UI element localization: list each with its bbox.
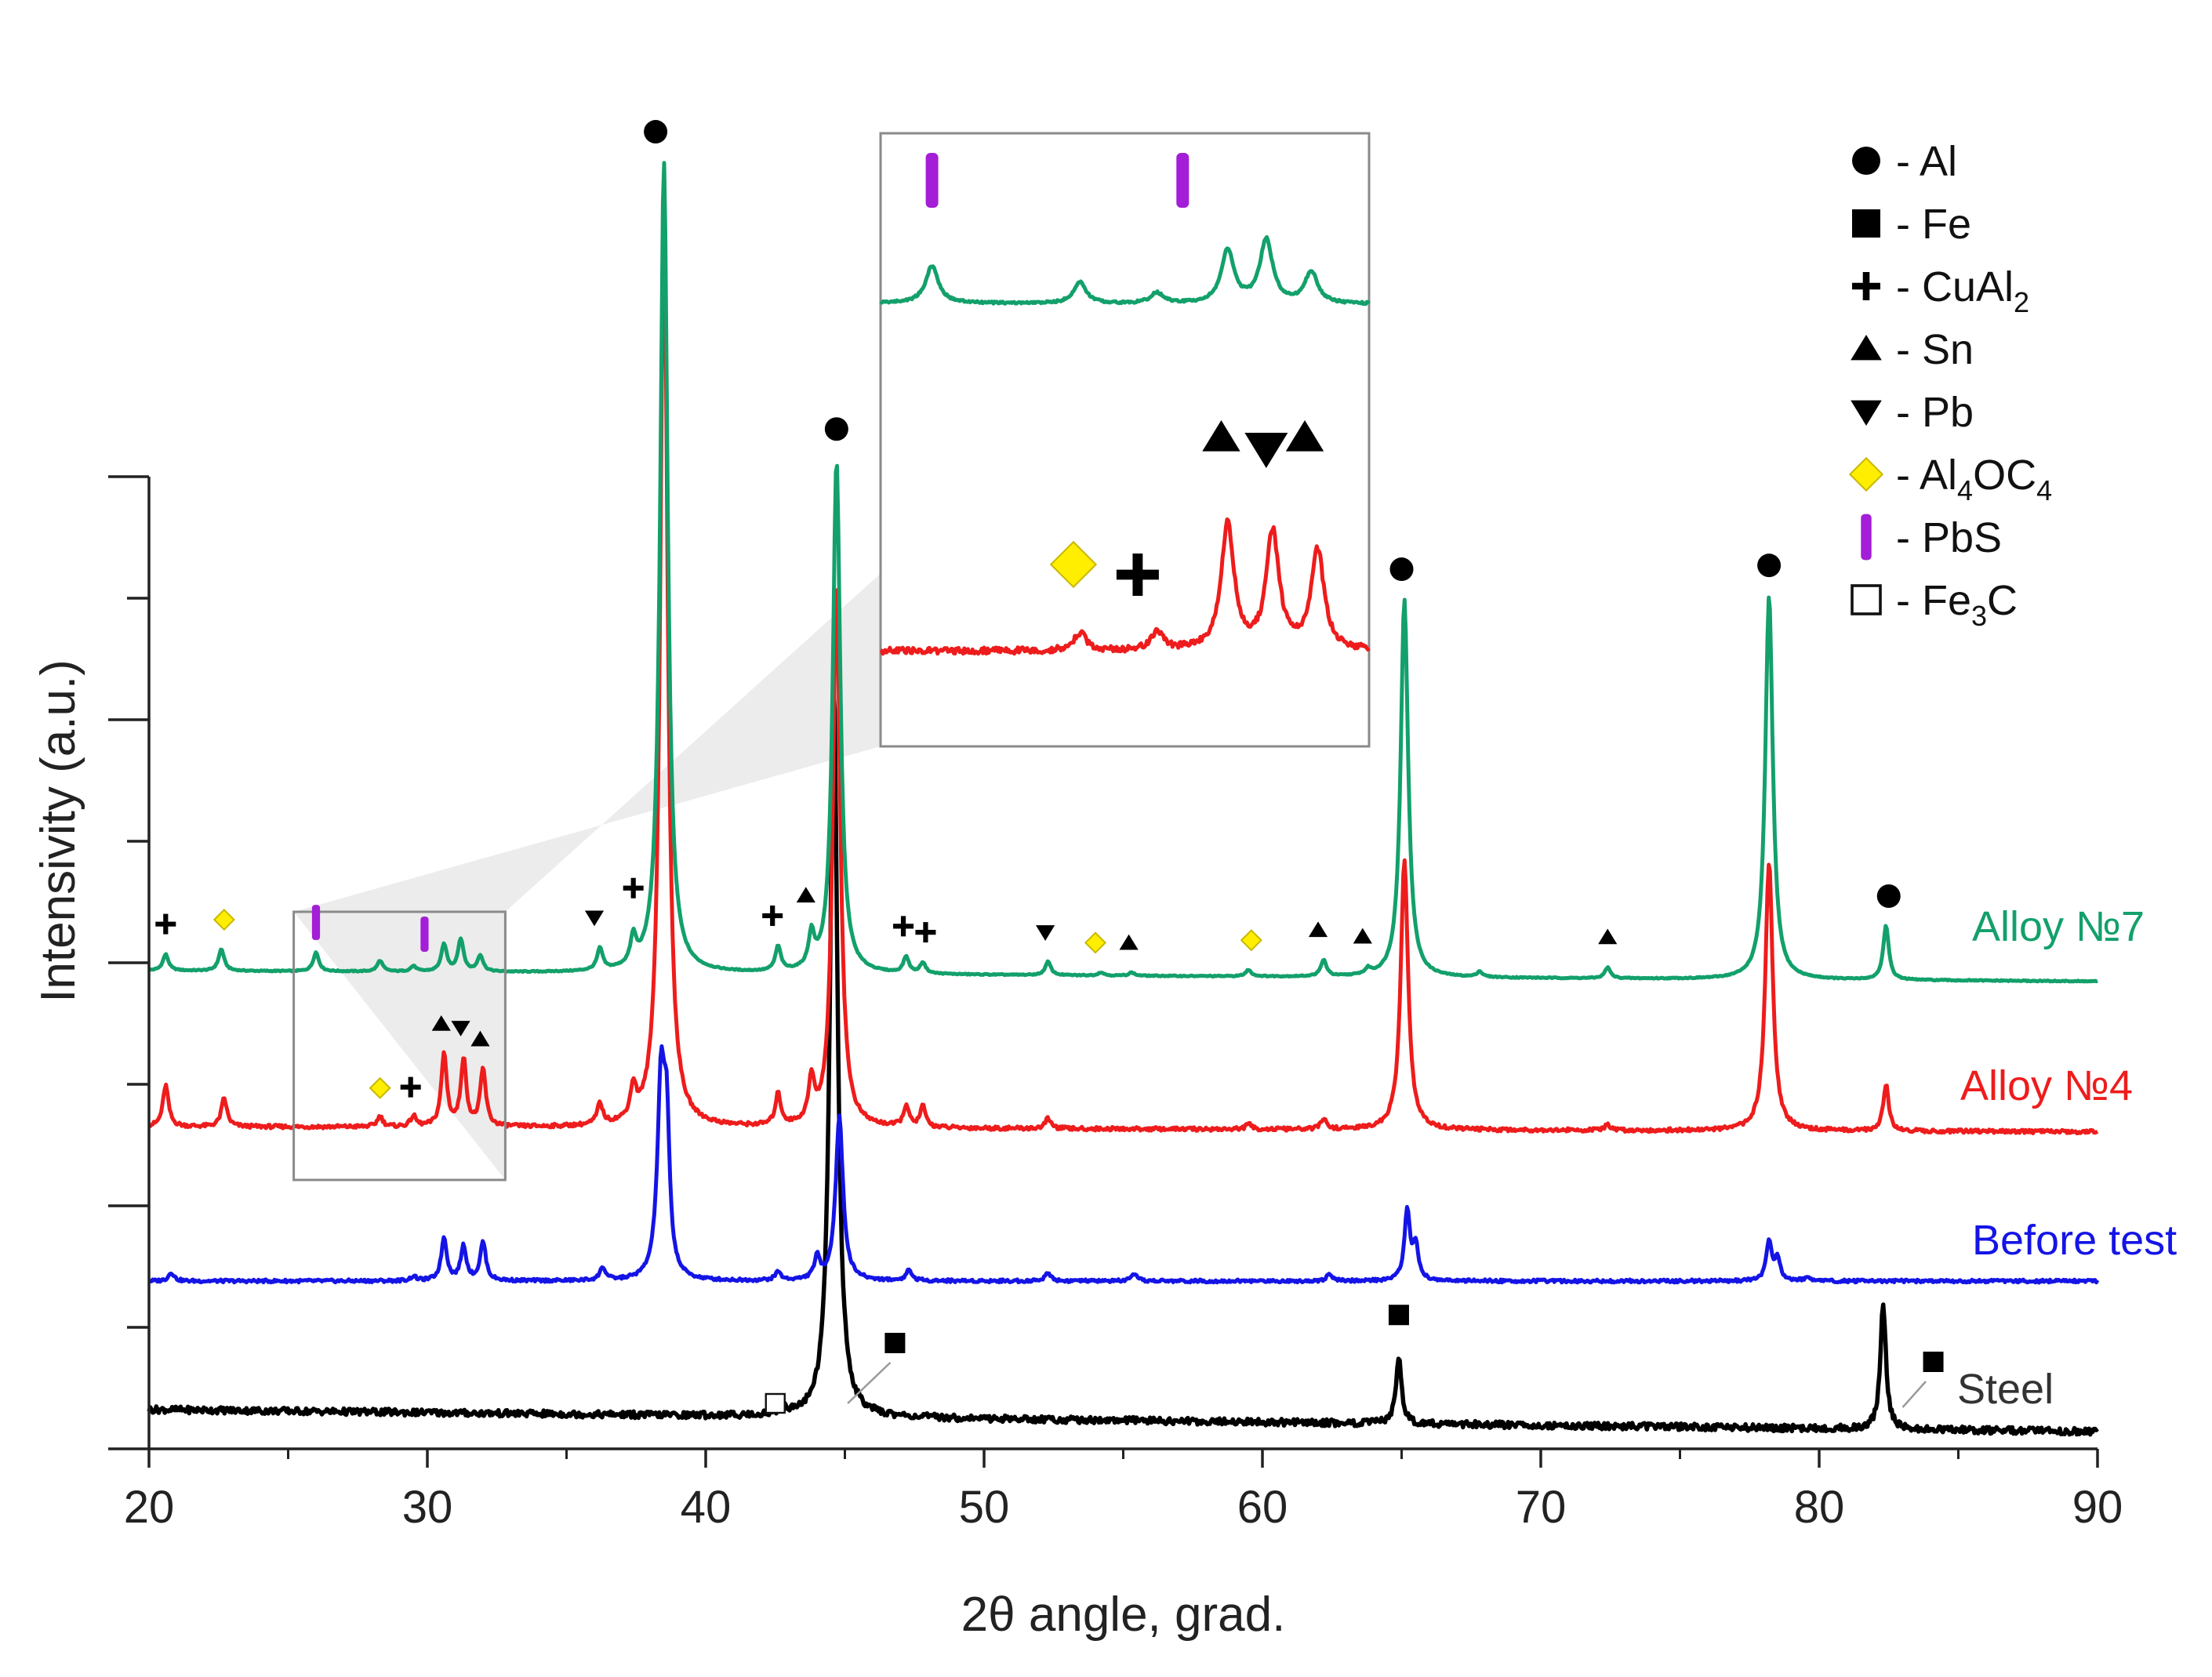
inset-curves: [879, 235, 1371, 656]
series-label-alloy-4: Alloy №4: [1960, 1062, 2133, 1109]
inset-markers: [925, 153, 1324, 596]
marker-alloy-7-0-plus-marker: [155, 913, 176, 935]
x-axis-title: 2θ angle, grad.: [961, 1588, 1286, 1642]
x-ticks: 20 30 40 50 60 70 80 90: [124, 1449, 2123, 1533]
marker-alloy-7-7-plus-marker: [762, 905, 783, 926]
legend-entry-al: - Al: [1852, 138, 1957, 185]
legend-entry-sn: - Sn: [1851, 326, 1974, 373]
legend-label: - Fe: [1896, 201, 1971, 248]
legend-entry-aloc: - Al4OC4: [1848, 452, 2052, 506]
y-axis-title: Intensivity (a.u.): [31, 659, 85, 1003]
x-tick-label-60: 60: [1237, 1482, 1288, 1533]
inset-marker-alloy4-3-triangle-down-marker: [1244, 433, 1288, 468]
marker-alloy-4-1-plus-marker: [400, 1076, 421, 1098]
marker-alloy-7-12-triangle-down-marker: [1036, 925, 1055, 941]
legend-label: - Fe3C: [1896, 577, 2018, 632]
series-label-before-test: Before test: [1972, 1217, 2177, 1264]
marker-alloy-7-17-triangle-up-marker: [1353, 927, 1372, 944]
marker-alloy-7-18-circle-marker: [1389, 557, 1414, 582]
legend-entry-pbs: - PbS: [1861, 514, 2002, 561]
marker-alloy-7-16-triangle-up-marker: [1308, 921, 1328, 938]
series-line-alloy-4: [148, 205, 2099, 1135]
marker-alloy-4-3-triangle-down-marker: [451, 1021, 470, 1036]
series-curves: [147, 161, 2100, 1437]
series-line-alloy-7: [147, 161, 2098, 984]
marker-alloy-7-1-diamond-marker: [212, 908, 235, 931]
marker-alloy-7-19-triangle-up-marker: [1598, 928, 1618, 945]
marker-alloy-7-9-circle-marker: [824, 417, 848, 441]
steel-leader-1: [1901, 1381, 1927, 1408]
legend-entry-fe: - Fe: [1852, 201, 1971, 248]
inset-marker-alloy4-2-triangle-up-marker: [1202, 420, 1240, 452]
steel-leader-0: [847, 1362, 892, 1404]
marker-alloy-7-10-plus-marker: [893, 916, 914, 937]
x-tick-label-80: 80: [1794, 1482, 1845, 1533]
steel-leader-lines: [847, 1362, 1927, 1408]
series-label-steel: Steel: [1957, 1366, 2054, 1413]
marker-alloy-7-15-diamond-marker: [1240, 929, 1262, 952]
x-tick-label-40: 40: [681, 1482, 732, 1533]
legend-6-bar-marker: [1861, 514, 1872, 561]
legend-4-triangle-down-marker: [1851, 400, 1882, 426]
inset-line-alloy-7: [879, 235, 1371, 307]
marker-alloy-7-13-diamond-marker: [1084, 931, 1107, 954]
marker-steel-1-square-marker: [884, 1333, 906, 1353]
legend-entry-pb: - Pb: [1851, 389, 1974, 436]
legend-label: - PbS: [1896, 514, 2002, 561]
series-line-before-test: [148, 1044, 2100, 1285]
phase-markers: [155, 120, 1944, 1414]
legend-3-triangle-up-marker: [1851, 335, 1882, 361]
inset-marker-alloy4-1-plus-marker: [1116, 554, 1159, 596]
legend-2-plus-marker: [1852, 272, 1880, 300]
zoom-source-box: [292, 910, 507, 1182]
y-ticks: [108, 475, 149, 1450]
marker-alloy-7-20-circle-marker: [1757, 554, 1782, 578]
inset-marker-alloy7-1-bar-marker: [1176, 153, 1190, 208]
legend: - Al - Fe - CuAl2 - Sn - Pb - Al4OC4 - PbS - Fe…: [1848, 138, 2052, 632]
inset-zoom-panel: [879, 132, 1371, 748]
marker-alloy-4-2-triangle-up-marker: [431, 1015, 451, 1031]
inset-marker-alloy4-0-diamond-marker: [1049, 540, 1098, 589]
legend-label: - Sn: [1896, 326, 1974, 373]
marker-alloy-7-14-triangle-up-marker: [1119, 934, 1139, 950]
inset-line-alloy-4: [879, 517, 1371, 656]
legend-1-square-marker: [1852, 209, 1880, 238]
marker-alloy-7-2-bar-marker: [311, 905, 321, 940]
marker-alloy-7-5-plus-marker: [623, 877, 644, 898]
inset-frame: [879, 132, 1371, 748]
marker-alloy-7-3-bar-marker: [420, 917, 429, 952]
series-label-alloy-7: Alloy №7: [1972, 903, 2145, 950]
legend-label: - Al: [1896, 138, 1957, 185]
marker-alloy-7-21-circle-marker: [1876, 884, 1901, 908]
marker-alloy-7-6-circle-marker: [644, 120, 668, 144]
legend-entry-cual: - CuAl2: [1852, 263, 2029, 318]
marker-alloy-4-0-diamond-marker: [369, 1076, 391, 1099]
marker-alloy-7-11-plus-marker: [915, 922, 936, 943]
x-tick-label-70: 70: [1516, 1482, 1567, 1533]
legend-entry-fec: - Fe3C: [1851, 577, 2018, 632]
marker-steel-3-square-marker: [1923, 1352, 1944, 1372]
x-tick-label-30: 30: [402, 1482, 453, 1533]
inset-marker-alloy7-0-bar-marker: [925, 153, 939, 208]
marker-steel-2-square-marker: [1388, 1305, 1409, 1326]
legend-label: - Pb: [1896, 389, 1974, 436]
x-tick-label-20: 20: [124, 1482, 175, 1533]
legend-label: - CuAl2: [1896, 263, 2029, 318]
legend-0-circle-marker: [1852, 147, 1880, 175]
marker-alloy-7-8-triangle-up-marker: [796, 887, 815, 903]
marker-steel-0-open-square-marker: [765, 1392, 786, 1414]
series-line-steel: [147, 682, 2099, 1437]
x-tick-label-90: 90: [2072, 1482, 2123, 1533]
inset-marker-alloy4-4-triangle-up-marker: [1285, 420, 1324, 452]
x-tick-label-50: 50: [959, 1482, 1010, 1533]
marker-alloy-4-4-triangle-up-marker: [470, 1030, 490, 1047]
legend-label: - Al4OC4: [1896, 452, 2052, 506]
legend-7-open-square-marker: [1851, 584, 1882, 615]
marker-alloy-7-4-triangle-down-marker: [584, 910, 605, 927]
legend-5-diamond-marker: [1848, 456, 1884, 492]
